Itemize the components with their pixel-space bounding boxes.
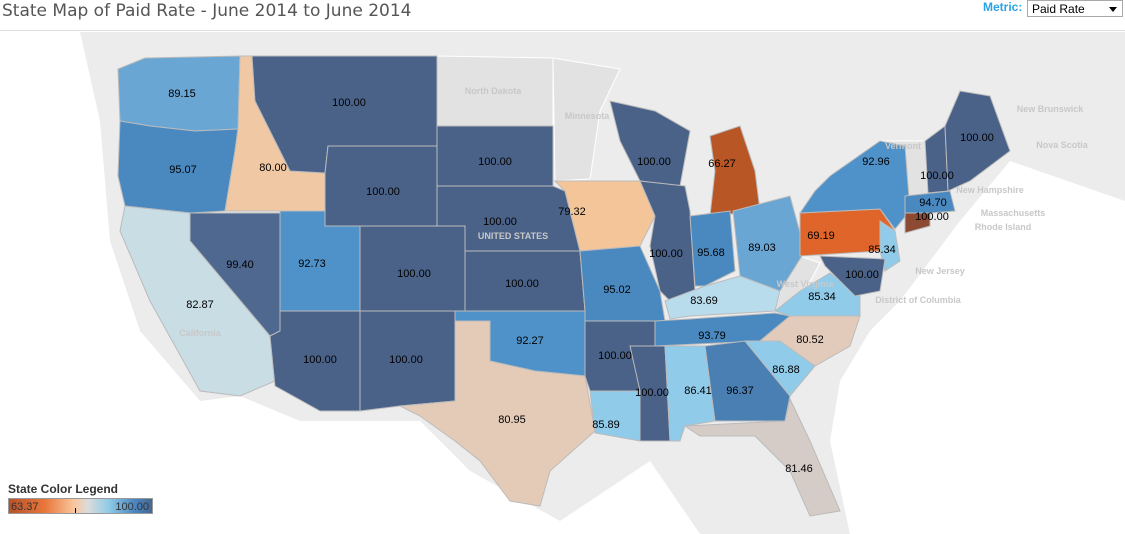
state-value-label: 100.00: [915, 211, 949, 223]
state-value-label: 100.00: [478, 156, 512, 168]
metric-dropdown[interactable]: Paid Rate: [1027, 0, 1123, 17]
state-value-label: 100.00: [483, 216, 517, 228]
state-value-label: 100.00: [845, 269, 879, 281]
state-value-label: 100.00: [366, 186, 400, 198]
state-ms[interactable]: [629, 345, 671, 442]
state-value-label: 92.27: [516, 335, 544, 347]
state-value-label: 95.02: [603, 284, 631, 296]
state-value-label: 80.00: [259, 162, 287, 174]
geo-label: West Virginia: [777, 279, 835, 289]
geo-label: Rhode Island: [975, 222, 1032, 232]
state-value-label: 89.15: [168, 88, 196, 100]
state-value-label: 100.00: [505, 278, 539, 290]
geo-label: Nova Scotia: [1036, 140, 1089, 150]
state-value-label: 100.00: [389, 354, 423, 366]
state-value-label: 86.41: [684, 385, 712, 397]
state-value-label: 85.34: [808, 291, 836, 303]
state-value-label: 92.96: [862, 156, 890, 168]
state-value-label: 100.00: [960, 132, 994, 144]
geo-label: New Jersey: [915, 266, 965, 276]
geo-label: New Brunswick: [1017, 104, 1085, 114]
metric-label: Metric:: [983, 0, 1023, 14]
state-value-label: 81.46: [785, 463, 813, 475]
state-value-label: 80.52: [796, 334, 824, 346]
state-me[interactable]: [944, 90, 1011, 192]
state-value-label: 100.00: [332, 97, 366, 109]
geo-label: North Dakota: [465, 86, 522, 96]
metric-selected-value: Paid Rate: [1032, 2, 1085, 16]
state-value-label: 96.37: [726, 385, 754, 397]
state-value-label: 100.00: [637, 156, 671, 168]
state-value-label: 92.73: [298, 258, 326, 270]
state-value-label: 100.00: [303, 354, 337, 366]
legend-title: State Color Legend: [8, 482, 119, 496]
state-value-label: 93.79: [698, 330, 726, 342]
state-value-label: 95.68: [697, 247, 725, 259]
geo-label: Minnesota: [565, 111, 610, 121]
geo-label: Vermont: [885, 141, 921, 151]
legend-max: 100.00: [115, 501, 149, 513]
state-ca[interactable]: [119, 205, 276, 397]
state-oh[interactable]: [732, 195, 806, 292]
state-value-label: 79.32: [558, 206, 586, 218]
state-value-label: 82.87: [186, 299, 214, 311]
geo-label: District of Columbia: [875, 295, 961, 305]
state-ny[interactable]: [799, 140, 911, 230]
state-in[interactable]: [689, 210, 736, 287]
state-value-label: 100.00: [397, 268, 431, 280]
page-title: State Map of Paid Rate - June 2014 to Ju…: [2, 1, 412, 21]
state-ky[interactable]: [664, 275, 781, 320]
geo-label: Massachusetts: [981, 208, 1046, 218]
state-fl[interactable]: [683, 397, 841, 517]
state-value-label: 86.88: [772, 364, 800, 376]
chevron-down-icon[interactable]: [1109, 7, 1117, 12]
state-value-label: 80.95: [498, 414, 526, 426]
state-value-label: 69.19: [807, 230, 835, 242]
state-value-label: 85.34: [868, 244, 896, 256]
legend-min: 63.37: [11, 501, 39, 513]
state-color-legend: State Color Legend 63.37 100.00: [8, 482, 153, 514]
state-value-label: 95.07: [169, 164, 197, 176]
state-value-label: 100.00: [635, 387, 669, 399]
state-value-label: 66.27: [708, 158, 736, 170]
state-value-label: 83.69: [690, 295, 718, 307]
geo-label: New Hampshire: [956, 185, 1024, 195]
legend-gradient-bar: [8, 498, 153, 514]
state-value-label: 85.89: [592, 419, 620, 431]
state-value-label: 100.00: [920, 170, 954, 182]
state-map[interactable]: 89.15 95.07 80.00 100.00 100.00 100.00 100.00 1…: [0, 30, 1125, 534]
state-md[interactable]: [819, 255, 886, 297]
geo-label: California: [179, 328, 222, 338]
legend-midpoint-tick: [75, 508, 76, 513]
state-value-label: 89.03: [748, 242, 776, 254]
state-value-label: 100.00: [598, 350, 632, 362]
state-va[interactable]: [773, 272, 861, 317]
state-value-label: 100.00: [649, 248, 683, 260]
state-value-label: 99.40: [226, 259, 254, 271]
state-tx[interactable]: [398, 320, 596, 507]
state-value-label: 94.70: [919, 197, 947, 209]
geo-label: UNITED STATES: [478, 231, 548, 241]
